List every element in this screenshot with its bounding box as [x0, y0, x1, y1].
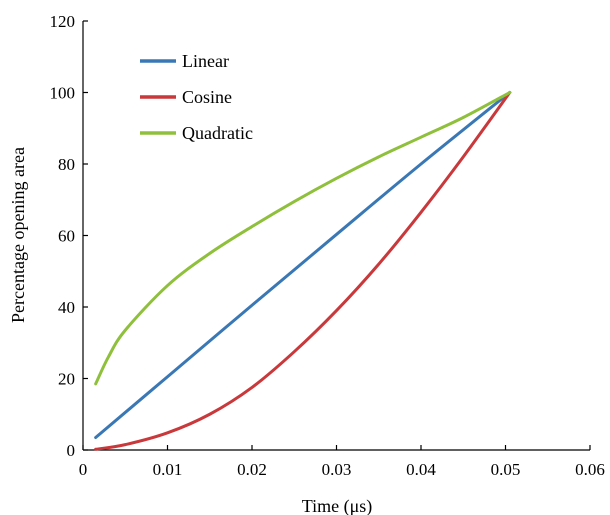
x-axis-title: Time (μs) — [302, 496, 373, 515]
series-line-linear — [94, 91, 512, 439]
series-layer — [94, 91, 512, 451]
x-tick-label: 0.06 — [575, 460, 605, 479]
legend-label-linear: Linear — [182, 51, 229, 71]
x-tick-label: 0.05 — [491, 460, 521, 479]
y-tick-label: 20 — [58, 370, 75, 389]
x-tick-label: 0.03 — [322, 460, 352, 479]
x-tick-label: 0 — [79, 460, 88, 479]
y-axis: 0 20 40 60 80 100 120 — [50, 12, 88, 460]
series-line-cosine — [94, 91, 512, 451]
y-tick-label: 40 — [58, 298, 75, 317]
y-tick-label: 0 — [67, 441, 76, 460]
legend: Linear Cosine Quadratic — [140, 51, 253, 143]
legend-label-cosine: Cosine — [182, 87, 232, 107]
y-axis-title: Percentage opening area — [8, 147, 28, 323]
x-tick-label: 0.01 — [153, 460, 183, 479]
series-line-quadratic — [94, 91, 512, 386]
y-tick-label: 60 — [58, 227, 75, 246]
y-tick-label: 120 — [50, 12, 76, 31]
x-axis: 0 0.01 0.02 0.03 0.04 0.05 0.06 — [79, 445, 605, 479]
y-tick-label: 80 — [58, 155, 75, 174]
legend-label-quadratic: Quadratic — [182, 123, 253, 143]
x-tick-label: 0.04 — [406, 460, 436, 479]
x-tick-label: 0.02 — [237, 460, 267, 479]
y-tick-label: 100 — [50, 84, 76, 103]
